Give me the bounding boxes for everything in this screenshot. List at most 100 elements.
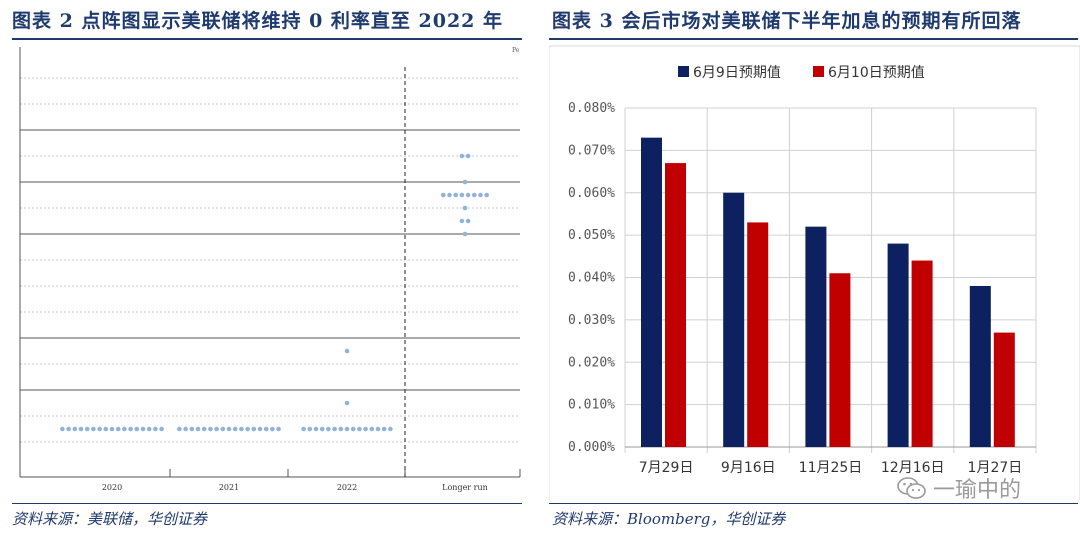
x-tick-label: 2020 xyxy=(102,483,122,492)
participant-dot xyxy=(276,426,281,432)
legend-swatch xyxy=(678,66,689,77)
participant-dot xyxy=(72,426,78,432)
y-tick-label: 0.020% xyxy=(568,355,615,370)
participant-dot xyxy=(301,426,306,432)
participant-dot xyxy=(115,426,121,432)
participant-dot xyxy=(472,192,477,198)
participant-dot xyxy=(465,218,471,224)
y-tick-label: 0.000% xyxy=(568,440,615,455)
title-divider xyxy=(12,38,522,40)
bar-chart: 0.000% 0.010% 0.020% 0.030% 0.040% 0.050% 0.06… xyxy=(549,45,1080,500)
participant-dot xyxy=(462,205,468,211)
title-divider xyxy=(549,38,1078,40)
bar xyxy=(993,332,1015,447)
participant-dot xyxy=(245,426,250,432)
participant-dot xyxy=(183,426,188,432)
source-divider xyxy=(12,503,522,504)
participant-dot xyxy=(369,426,375,432)
participant-dot xyxy=(319,426,325,432)
participant-dot xyxy=(462,231,468,237)
participant-dot xyxy=(357,426,362,432)
participant-dot xyxy=(159,426,164,432)
y-tick-label: 0.060% xyxy=(568,186,615,201)
participant-dot xyxy=(459,192,465,198)
bar xyxy=(911,260,933,447)
participant-dot xyxy=(226,426,232,432)
participant-dot xyxy=(375,426,381,432)
x-tick-label: 2022 xyxy=(337,483,357,492)
bar xyxy=(829,273,851,447)
participant-dot xyxy=(484,192,490,198)
participant-dot xyxy=(91,426,96,432)
y-tick-label: 0.080% xyxy=(568,101,615,116)
participant-dot xyxy=(459,218,465,224)
participant-dot xyxy=(134,426,140,432)
x-tick-label: Longer run xyxy=(442,483,488,492)
participant-dot xyxy=(257,426,263,432)
corner-label: Pe xyxy=(512,47,520,54)
participant-dot xyxy=(146,426,152,432)
participant-dot xyxy=(338,426,344,432)
legend-swatch xyxy=(813,66,824,77)
x-tick-label: 7月29日 xyxy=(639,460,694,476)
dot-plot-panel: 图表 2 点阵图显示美联储将维持 0 利率直至 2022 年 Pe 2020 202… xyxy=(0,0,530,537)
participant-dot xyxy=(208,426,213,432)
participant-dot xyxy=(263,426,269,432)
participant-dot xyxy=(140,426,146,432)
bar xyxy=(887,243,909,447)
wechat-icon xyxy=(897,476,927,506)
bar-chart-figure-title: 图表 3 会后市场对美联储下半年加息的预期有所回落 xyxy=(552,10,1022,32)
x-tick-label: 2021 xyxy=(219,483,239,492)
participant-dot xyxy=(60,426,65,432)
y-tick-label: 0.010% xyxy=(568,398,615,413)
y-tick-label: 0.030% xyxy=(568,313,615,328)
x-tick-label: 11月25日 xyxy=(799,460,863,476)
dot-plot-figure-title: 图表 2 点阵图显示美联储将维持 0 利率直至 2022 年 xyxy=(12,10,504,32)
participant-dot xyxy=(189,426,195,432)
participant-dot xyxy=(122,426,127,432)
participant-dot xyxy=(128,426,133,432)
participant-dot xyxy=(307,426,313,432)
participant-dot xyxy=(313,426,319,432)
dot-plot-source: 资料来源：美联储，华创证券 xyxy=(12,510,208,528)
participant-dot xyxy=(344,426,350,432)
participant-dot xyxy=(363,426,368,432)
participant-dot xyxy=(84,426,90,432)
bar xyxy=(641,137,662,447)
x-tick-label: 12月16日 xyxy=(881,460,945,476)
legend-label: 6月10日预期值 xyxy=(828,65,925,81)
participant-dot xyxy=(344,348,350,354)
participant-dot xyxy=(465,192,471,198)
x-tick-label: 1月27日 xyxy=(968,460,1023,476)
participant-dot xyxy=(459,153,465,159)
watermark: 一瑜中的 xyxy=(897,472,1021,506)
participant-dot xyxy=(270,426,275,432)
y-tick-label: 0.040% xyxy=(568,271,615,286)
participant-dot xyxy=(239,426,244,432)
source-divider xyxy=(549,503,1078,504)
participant-dot xyxy=(97,426,102,432)
participant-dot xyxy=(78,426,84,432)
participant-dot xyxy=(220,426,226,432)
participant-dot xyxy=(388,426,393,432)
participant-dot xyxy=(103,426,109,432)
bar xyxy=(969,285,991,447)
participant-dot xyxy=(465,153,471,159)
participant-dot xyxy=(177,426,182,432)
participant-dot xyxy=(350,426,356,432)
participant-dot xyxy=(381,426,387,432)
bar xyxy=(665,163,686,447)
participant-dot xyxy=(109,426,115,432)
participant-dot xyxy=(447,192,452,198)
participant-dot xyxy=(66,426,71,432)
bar xyxy=(805,226,827,447)
participant-dot xyxy=(214,426,219,432)
bar-chart-panel: 图表 3 会后市场对美联储下半年加息的预期有所回落 0.000% 0.010% 0.… xyxy=(549,0,1080,537)
participant-dot xyxy=(441,192,446,198)
participant-dot xyxy=(195,426,201,432)
y-tick-label: 0.050% xyxy=(568,228,615,243)
participant-dot xyxy=(201,426,207,432)
participant-dot xyxy=(453,192,459,198)
participant-dot xyxy=(462,179,468,185)
x-tick-label: 9月16日 xyxy=(721,460,776,476)
